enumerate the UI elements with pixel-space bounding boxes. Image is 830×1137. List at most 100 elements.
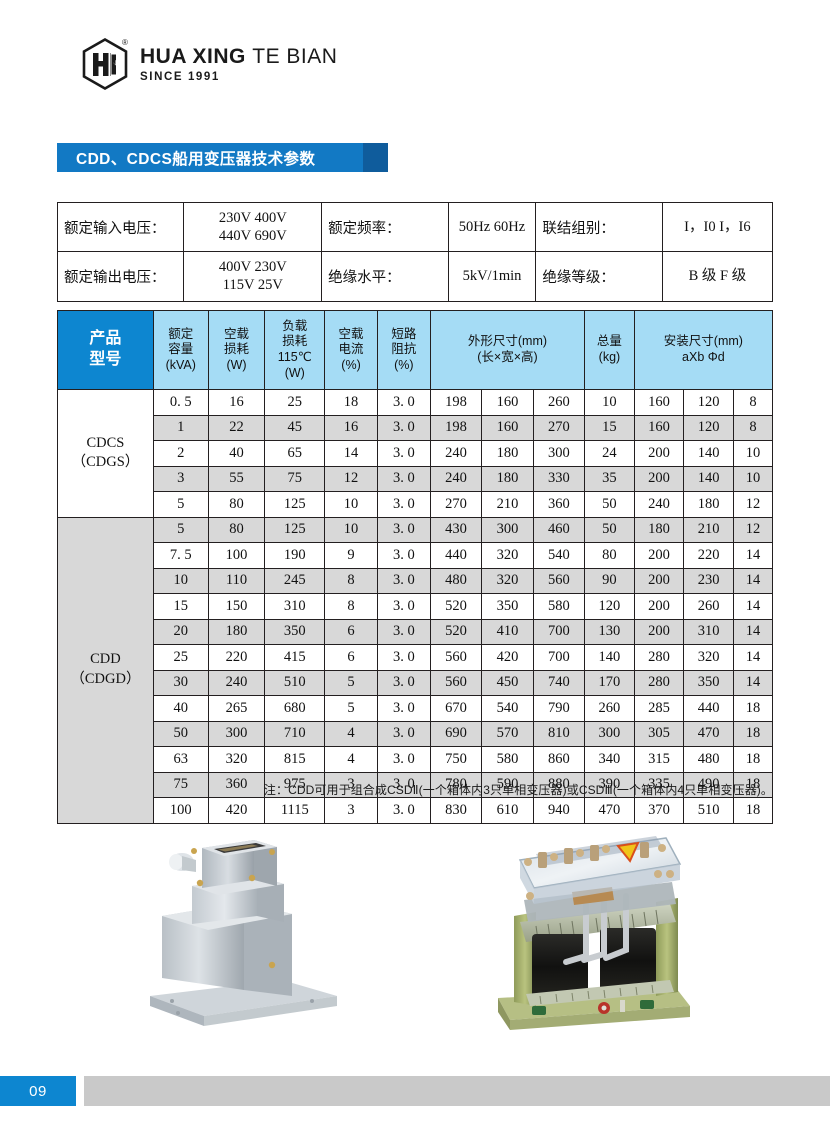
column-header-short-circuit-impedance: 短路 阻抗 (%) <box>376 310 431 390</box>
table-header-row: 产品 型号 额定 容量 (kVA) 空载 损耗 (W) 负载 损耗 115℃ (… <box>57 310 774 390</box>
cell-load_loss_115C_W: 25 <box>264 389 326 416</box>
cell-outline_width_mm: 610 <box>481 797 534 824</box>
cell-load_loss_115C_W: 125 <box>264 491 326 518</box>
cell-total_weight_kg: 170 <box>584 669 635 696</box>
table-row: 2 40 65 14 3. 0 240 180 300 24 200 140 10 <box>58 440 774 467</box>
series-model-label: CDD （CDGD） <box>57 516 154 824</box>
cell-capacity_kVA: 5 <box>152 516 209 543</box>
cell-no_load_current_pct: 8 <box>324 567 378 594</box>
cell-no_load_current_pct: 5 <box>324 669 378 696</box>
cell-no_load_current_pct: 16 <box>324 414 378 441</box>
column-header-model: 产品 型号 <box>57 310 154 390</box>
spec-value-insulation-level: 5kV/1min <box>447 251 537 302</box>
cell-short_circuit_impedance_pct: 3. 0 <box>376 465 431 492</box>
table-row: 100 420 1115 3 3. 0 830 610 940 470 370 510 18 <box>58 797 774 824</box>
spec-value-insulation-class: B 级 F 级 <box>661 251 774 302</box>
cell-capacity_kVA: 0. 5 <box>152 389 209 416</box>
cell-no_load_current_pct: 10 <box>324 491 378 518</box>
cell-mount_b_mm: 320 <box>683 644 734 671</box>
cell-mount_phi_d_mm: 12 <box>732 516 774 543</box>
cell-mount_phi_d_mm: 8 <box>732 389 774 416</box>
cell-outline_height_mm: 880 <box>532 771 586 798</box>
cell-outline_height_mm: 330 <box>532 465 586 492</box>
cell-total_weight_kg: 50 <box>584 491 635 518</box>
cell-capacity_kVA: 20 <box>152 618 209 645</box>
product-photo-gallery <box>0 812 830 1057</box>
cell-outline_height_mm: 560 <box>532 567 586 594</box>
cell-load_loss_115C_W: 45 <box>264 414 326 441</box>
cell-outline_length_mm: 560 <box>429 669 483 696</box>
column-header-no-load-current: 空载 电流 (%) <box>324 310 378 390</box>
cell-short_circuit_impedance_pct: 3. 0 <box>376 797 431 824</box>
cell-short_circuit_impedance_pct: 3. 0 <box>376 746 431 773</box>
cell-mount_b_mm: 260 <box>683 593 734 620</box>
cell-mount_b_mm: 140 <box>683 440 734 467</box>
cell-short_circuit_impedance_pct: 3. 0 <box>376 516 431 543</box>
cell-outline_width_mm: 350 <box>481 593 534 620</box>
cell-mount_a_mm: 200 <box>633 542 685 569</box>
cell-short_circuit_impedance_pct: 3. 0 <box>376 618 431 645</box>
cell-no_load_loss_W: 16 <box>207 389 266 416</box>
spec-value-rated-output-voltage: 400V 230V 115V 25V <box>183 251 323 302</box>
cell-mount_a_mm: 280 <box>633 669 685 696</box>
cell-capacity_kVA: 10 <box>152 567 209 594</box>
cell-mount_phi_d_mm: 14 <box>732 593 774 620</box>
cell-outline_width_mm: 210 <box>481 491 534 518</box>
cell-no_load_current_pct: 14 <box>324 440 378 467</box>
cell-mount_b_mm: 440 <box>683 695 734 722</box>
cell-mount_phi_d_mm: 18 <box>732 720 774 747</box>
cell-no_load_loss_W: 110 <box>207 567 266 594</box>
page-footer: 09 <box>0 1076 830 1106</box>
cell-mount_a_mm: 305 <box>633 720 685 747</box>
cell-mount_phi_d_mm: 14 <box>732 669 774 696</box>
cell-mount_a_mm: 240 <box>633 491 685 518</box>
cell-outline_length_mm: 440 <box>429 542 483 569</box>
cell-outline_width_mm: 420 <box>481 644 534 671</box>
cell-mount_b_mm: 470 <box>683 720 734 747</box>
cell-short_circuit_impedance_pct: 3. 0 <box>376 695 431 722</box>
cell-no_load_current_pct: 12 <box>324 465 378 492</box>
cell-outline_width_mm: 320 <box>481 542 534 569</box>
cell-load_loss_115C_W: 245 <box>264 567 326 594</box>
column-header-capacity: 额定 容量 (kVA) <box>152 310 209 390</box>
cell-mount_phi_d_mm: 14 <box>732 567 774 594</box>
table-row: 5 80 125 10 3. 0 270 210 360 50 240 180 12 <box>58 491 774 518</box>
cell-short_circuit_impedance_pct: 3. 0 <box>376 542 431 569</box>
cell-capacity_kVA: 100 <box>152 797 209 824</box>
table-row: 20 180 350 6 3. 0 520 410 700 130 200 310 14 <box>58 618 774 645</box>
cell-mount_b_mm: 490 <box>683 771 734 798</box>
cell-capacity_kVA: 63 <box>152 746 209 773</box>
cell-mount_a_mm: 200 <box>633 465 685 492</box>
cell-outline_width_mm: 410 <box>481 618 534 645</box>
table-row: 50 300 710 4 3. 0 690 570 810 300 305 470 18 <box>58 720 774 747</box>
cell-outline_width_mm: 160 <box>481 414 534 441</box>
table-row: 15 150 310 8 3. 0 520 350 580 120 200 260 14 <box>58 593 774 620</box>
cell-outline_length_mm: 430 <box>429 516 483 543</box>
column-header-load-loss: 负载 损耗 115℃ (W) <box>264 310 326 390</box>
cell-mount_b_mm: 220 <box>683 542 734 569</box>
cell-outline_length_mm: 750 <box>429 746 483 773</box>
cell-short_circuit_impedance_pct: 3. 0 <box>376 414 431 441</box>
cell-load_loss_115C_W: 510 <box>264 669 326 696</box>
spec-value-rated-input-voltage: 230V 400V 440V 690V <box>183 201 323 253</box>
series-model-label: CDCS （CDGS） <box>57 389 154 518</box>
cell-outline_length_mm: 670 <box>429 695 483 722</box>
brand-name-primary: HUA XING <box>140 44 246 68</box>
cell-mount_phi_d_mm: 18 <box>732 771 774 798</box>
table-row: 25 220 415 6 3. 0 560 420 700 140 280 320 14 <box>58 644 774 671</box>
cell-no_load_loss_W: 80 <box>207 491 266 518</box>
cell-outline_length_mm: 198 <box>429 414 483 441</box>
cell-mount_b_mm: 180 <box>683 491 734 518</box>
cell-total_weight_kg: 80 <box>584 542 635 569</box>
table-row: 10 110 245 8 3. 0 480 320 560 90 200 230 14 <box>58 567 774 594</box>
cell-mount_a_mm: 285 <box>633 695 685 722</box>
spec-label-connection-group: 联结组别： <box>535 201 663 253</box>
cell-outline_height_mm: 740 <box>532 669 586 696</box>
cell-no_load_current_pct: 6 <box>324 618 378 645</box>
marine-transformer-open-frame-photo <box>498 836 690 1030</box>
cell-mount_a_mm: 280 <box>633 644 685 671</box>
cell-mount_b_mm: 230 <box>683 567 734 594</box>
cell-no_load_current_pct: 18 <box>324 389 378 416</box>
cell-no_load_loss_W: 22 <box>207 414 266 441</box>
cell-outline_height_mm: 810 <box>532 720 586 747</box>
